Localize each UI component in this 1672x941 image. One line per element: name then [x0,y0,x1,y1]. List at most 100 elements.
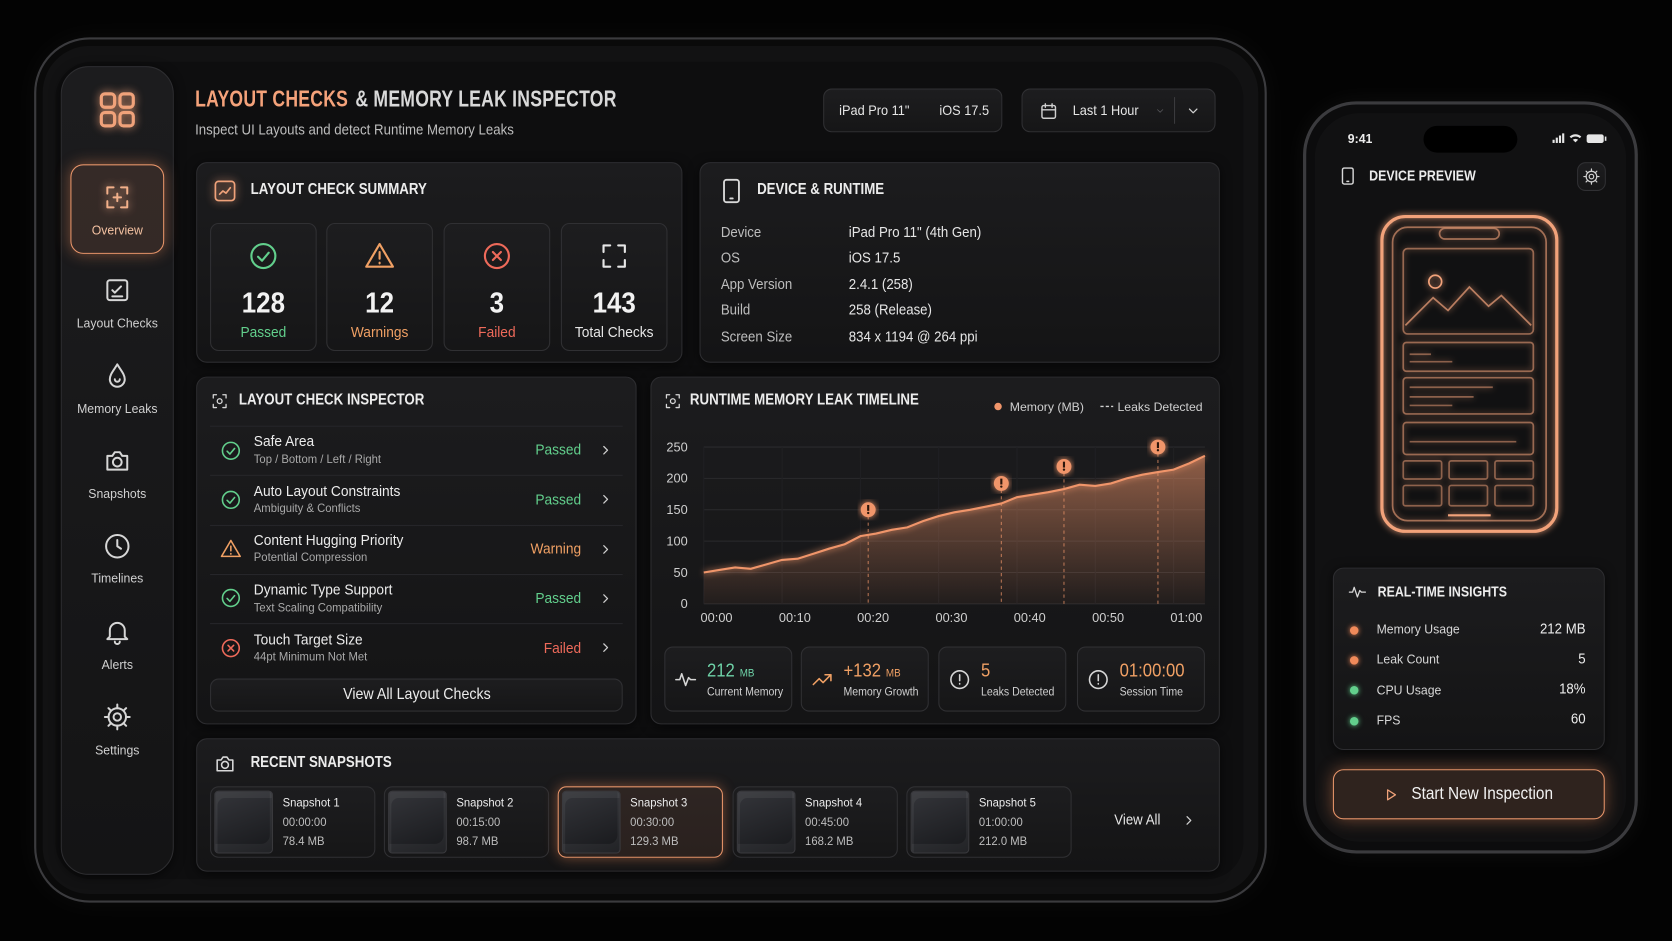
start-inspection-button[interactable] [1332,769,1605,820]
y-tick-label: 0 [681,596,688,611]
icon-part [256,251,270,262]
icon-part [116,539,123,550]
check-row[interactable] [210,475,623,524]
view-all-checks-button[interactable] [210,678,623,712]
icon-part [665,394,680,409]
inspector-icon [212,394,227,409]
x-tick-label: 00:10 [779,610,811,625]
nav-icon [106,186,129,209]
check-row[interactable] [210,623,623,672]
icon-part [1448,460,1489,480]
icon-part [1386,789,1397,801]
insight-label: CPU Usage [1376,682,1442,698]
icon-part [1558,135,1562,143]
icon-part [1427,274,1443,289]
icon-part [225,496,235,504]
icon-part [111,456,123,468]
icon-part [1448,484,1489,507]
stat-icon [365,242,394,268]
insight-dot [1349,686,1359,695]
icon-part [220,760,230,770]
icon-part [1438,227,1501,240]
panel-title: DEVICE & RUNTIME [757,181,885,199]
icon-part [603,643,609,653]
insight-value: 212 MB [1539,620,1586,637]
metric-unit: MB [739,667,755,680]
icon-part [1391,226,1547,522]
nav-label: Timelines [91,571,144,586]
check-row[interactable] [210,425,623,475]
calendar-icon [1040,102,1056,119]
metric-icon [1088,670,1108,690]
preview-icon [1341,167,1354,185]
row-chevron [603,643,609,653]
page-subtitle: Inspect UI Layouts and detect Runtime Me… [195,121,514,138]
icon-part [1402,376,1535,415]
legend-label: Leaks Detected [1117,400,1202,414]
metric-unit: MB [885,667,901,680]
y-tick-label: 250 [666,439,687,454]
icon-part [1562,133,1565,143]
time-range[interactable]: Last 1 Hour [1072,102,1139,119]
stat-icon [602,244,626,268]
check-row[interactable] [210,524,623,573]
leak-marker-glyph [867,511,870,515]
x-tick-label: 00:50 [1092,610,1124,625]
panel-title: RECENT SNAPSHOTS [250,754,392,772]
insight-value: 60 [1570,710,1586,727]
metric-icon [950,670,970,690]
nav-icon [103,703,131,731]
nav-icon [108,363,126,388]
icon-part [1380,214,1559,533]
stat-label: Total Checks [574,323,654,341]
nav-label: Overview [91,223,143,239]
icon-part [216,756,234,772]
snapshot-thumbnail [388,790,447,854]
snapshot-size: 129.3 MB [630,835,679,849]
icon-part [675,672,697,687]
metric-value: +132 MB [843,660,900,685]
stat-value: 128 [241,287,285,320]
panel-title: LAYOUT CHECK SUMMARY [250,181,427,199]
icon-part [113,640,121,646]
device-pill[interactable] [823,88,1003,133]
check-row[interactable] [210,573,623,623]
title-rest: & MEMORY LEAK INSPECTOR [355,85,617,113]
range-pill[interactable] [1021,88,1216,133]
device-icon [723,178,740,204]
icon-part [218,186,232,196]
icon-part [1040,102,1056,110]
info-label: Screen Size [720,328,793,345]
icon-part [112,712,123,722]
insight-dot [1349,716,1359,726]
nav-label: Layout Checks [76,316,158,332]
title-accent: LAYOUT CHECKS [195,85,349,113]
status-icons [1552,133,1607,143]
icon-part [603,495,609,504]
button-label[interactable]: Start New Inspection [1411,785,1553,804]
icon-part [1409,386,1493,407]
nav-icon [106,451,129,471]
snapshots-icon [216,756,234,772]
icon-part [1348,586,1367,598]
device-name[interactable]: iPad Pro 11" [839,102,910,119]
metric-label: Current Memory [706,686,784,700]
insight-label: Memory Usage [1376,622,1460,638]
metric-card [664,646,793,712]
settings-button[interactable] [1577,162,1606,191]
device-os[interactable]: iOS 17.5 [939,102,990,119]
icon-part [105,534,130,559]
x-tick-label: 00:20 [857,610,889,625]
nav-label: Settings [95,742,140,758]
y-tick-label: 150 [666,502,687,517]
stat-icon [250,242,277,270]
leak-marker-glyph [1156,449,1160,452]
button-label[interactable]: View All Layout Checks [343,686,491,704]
row-chevron [603,544,609,554]
icon-part [225,595,235,603]
view-all-link[interactable]: View All [1114,811,1161,828]
status-time: 9:41 [1347,131,1373,147]
icon-part [118,110,135,128]
